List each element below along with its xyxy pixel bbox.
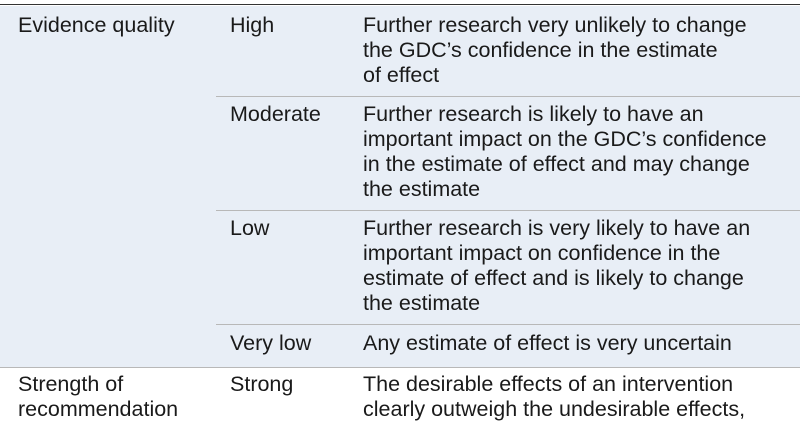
section-strength-of-recommendation: Strength of recommendation Strong The de… xyxy=(0,368,800,421)
description-line: the estimate xyxy=(363,177,481,201)
level-label: Low xyxy=(230,216,270,240)
description-line: estimate of effect and is likely to chan… xyxy=(363,266,744,290)
row-separator xyxy=(216,324,800,325)
level-label: Very low xyxy=(230,331,312,355)
description-line: Further research is very likely to have … xyxy=(363,216,751,240)
description-line: Further research is likely to have an xyxy=(363,102,704,126)
description-line: the GDC’s confidence in the estimate xyxy=(363,38,718,62)
level-label: Strong xyxy=(230,372,294,396)
description-line: important impact on confidence in the xyxy=(363,241,721,265)
section-evidence-quality: Evidence quality High Further research v… xyxy=(0,6,800,367)
level-label: High xyxy=(230,13,275,37)
description-line: The desirable effects of an intervention xyxy=(363,372,734,396)
section-separator xyxy=(0,367,800,368)
description-line: of effect xyxy=(363,63,440,87)
category-label-line: Strength of xyxy=(18,372,124,396)
description-line: Any estimate of effect is very uncertain xyxy=(363,331,732,355)
description-line: in the estimate of effect and may change xyxy=(363,152,750,176)
description-line: Further research very unlikely to change xyxy=(363,13,747,37)
description-line: the estimate xyxy=(363,291,481,315)
category-label-line: recommendation xyxy=(18,397,179,421)
table-top-rule xyxy=(0,4,800,5)
row-separator xyxy=(216,210,800,211)
description-line: important impact on the GDC’s confidence xyxy=(363,127,767,151)
description-line: clearly outweigh the undesirable effects… xyxy=(363,397,746,421)
category-label-line: Evidence quality xyxy=(18,13,175,37)
level-label: Moderate xyxy=(230,102,321,126)
row-separator xyxy=(216,96,800,97)
